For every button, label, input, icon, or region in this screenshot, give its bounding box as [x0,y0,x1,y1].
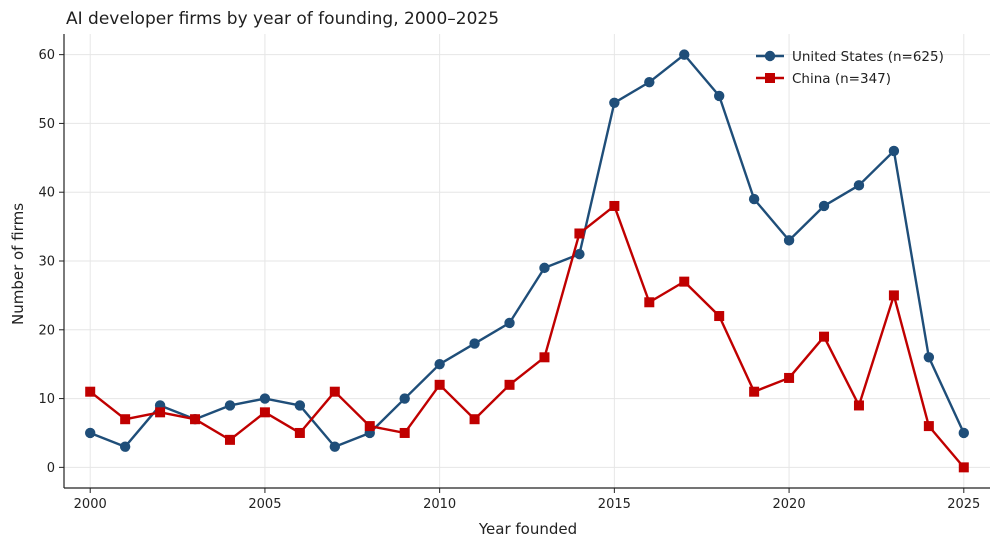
data-point-united-states [713,90,725,102]
data-point-china [364,421,375,432]
series-line-united-states [89,53,965,448]
y-tick-label: 40 [38,186,55,201]
data-point-united-states [539,262,550,274]
data-point-united-states [783,235,795,246]
data-point-united-states [329,441,341,452]
x-tick-label: 2000 [74,497,107,512]
data-point-china [784,372,795,383]
data-point-united-states [958,427,969,439]
x-tick-label: 2005 [248,497,281,512]
series-line-china [89,204,965,469]
data-point-china [853,400,864,411]
data-point-china [434,379,445,390]
data-point-united-states [469,338,480,349]
data-point-china [958,462,969,473]
legend-swatch-marker [764,50,776,62]
data-point-china [574,228,585,239]
data-point-china [923,421,934,432]
data-point-china [329,386,340,397]
data-point-united-states [853,180,865,191]
data-point-united-states [748,193,760,205]
y-axis-label: Number of firms [9,203,27,325]
data-point-united-states [504,317,515,329]
data-point-china [259,407,270,418]
data-point-china [679,276,690,287]
x-axis-label: Year founded [478,520,577,538]
y-tick-label: 20 [38,323,55,338]
series-layer [85,49,969,473]
y-tick-label: 10 [38,392,55,407]
grid [64,34,990,488]
chart-title: AI developer firms by year of founding, … [66,9,499,29]
data-point-united-states [434,358,445,370]
data-point-united-states [818,200,830,212]
x-tick-label: 2020 [773,497,806,512]
data-point-united-states [85,427,96,439]
data-point-china [155,407,166,418]
data-point-united-states [224,400,236,411]
data-point-china [85,386,96,397]
data-point-china [504,379,515,390]
series-united-states [85,49,969,452]
data-point-united-states [294,400,306,411]
x-tick-label: 2010 [423,497,456,512]
data-point-china [539,352,550,363]
data-point-united-states [888,145,900,157]
data-point-united-states [609,97,620,108]
legend-label: China (n=347) [792,71,891,87]
legend-item-united-states: United States (n=625) [756,49,944,65]
y-tick-label: 0 [47,461,55,476]
legend-item-china: China (n=347) [756,71,891,87]
data-point-china [819,331,830,342]
y-tick-label: 50 [38,117,55,132]
data-point-united-states [923,352,935,363]
x-tick-label: 2025 [947,497,980,512]
legend-swatch-marker [765,73,775,83]
y-tick-label: 60 [38,48,55,63]
x-tick-label: 2015 [598,497,631,512]
data-point-china [888,290,899,301]
series-china [85,200,969,473]
y-tick-label: 30 [38,255,55,270]
data-point-united-states [679,49,690,60]
data-point-china [469,414,480,425]
data-point-china [609,200,620,211]
data-point-china [120,414,131,425]
data-point-china [714,311,725,322]
data-point-united-states [259,393,271,404]
data-point-united-states [119,441,131,452]
data-point-china [294,427,305,438]
legend: United States (n=625) China (n=347) [756,49,944,87]
data-point-china [749,386,760,397]
data-point-china [644,297,655,308]
data-point-united-states [574,248,585,260]
data-point-china [399,427,410,438]
legend-label: United States (n=625) [792,49,944,65]
data-point-china [224,434,235,445]
axes: 2000 2005 2010 2015 2020 2025 0 10 20 30 40 50 60 [38,34,990,512]
data-point-china [190,414,201,425]
data-point-united-states [399,393,410,404]
data-point-united-states [644,76,655,88]
